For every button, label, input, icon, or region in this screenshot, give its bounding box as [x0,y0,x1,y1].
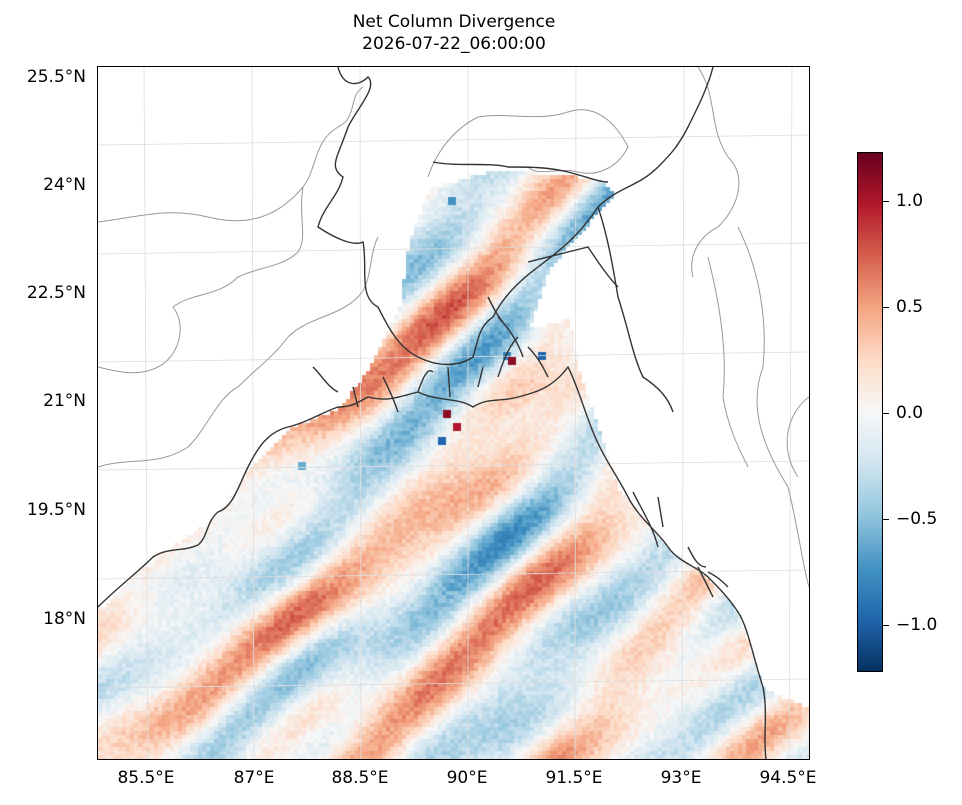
coastline-and-borders [98,67,767,759]
colorbar-tick [883,201,889,202]
map-overlay [98,67,809,759]
colorbar-tick [883,625,889,626]
lon-label-90E: 90°E [446,768,488,788]
map-subtitle: 2026-07-22_06:00:00 [362,34,546,54]
lon-label-88.5E: 88.5°E [331,768,389,788]
state-borders [98,67,809,588]
lat-label-21N: 21°N [43,391,86,411]
colorbar-label-1.0: 1.0 [896,191,924,211]
map-plot-area [97,66,810,760]
lat-label-18N: 18°N [43,609,86,629]
map-title: Net Column Divergence [352,12,556,32]
lat-label-25.5N: 25.5°N [26,67,86,87]
lon-label-87E: 87°E [233,768,275,788]
colorbar-label-0.0: 0.0 [896,403,924,423]
divergence-field [98,67,809,759]
colorbar-label-minus-0.5: −0.5 [896,509,938,529]
colorbar-tick [883,519,889,520]
colorbar-tick [883,307,889,308]
lat-label-22.5N: 22.5°N [26,283,86,303]
lon-label-85.5E: 85.5°E [117,768,175,788]
lat-label-19.5N: 19.5°N [26,500,86,520]
lat-label-24N: 24°N [43,175,86,195]
colorbar-label-0.5: 0.5 [896,297,924,317]
lon-label-94.5E: 94.5°E [759,768,817,788]
lon-label-91.5E: 91.5°E [545,768,603,788]
colorbar-label-minus-1.0: −1.0 [896,615,938,635]
gridlines [98,67,809,759]
colorbar [857,152,883,672]
lon-label-93E: 93°E [660,768,702,788]
colorbar-tick [883,413,889,414]
